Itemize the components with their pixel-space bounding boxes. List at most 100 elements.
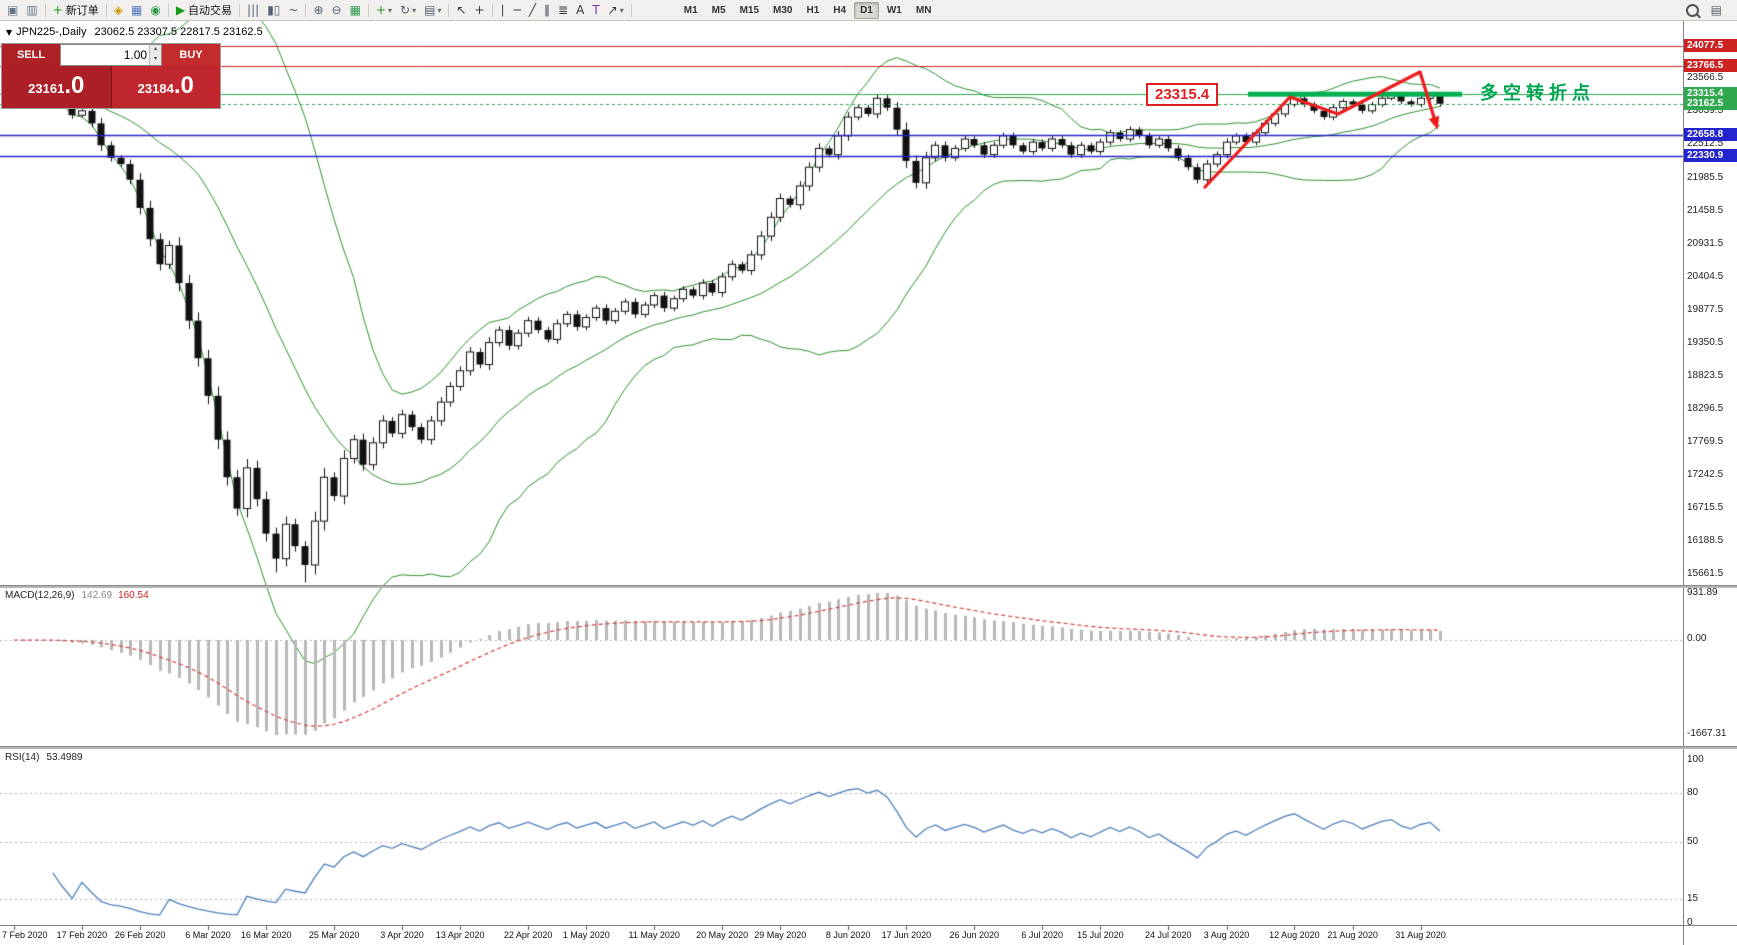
macd-axis-label: -1667.31 — [1687, 728, 1727, 739]
arrows-button[interactable]: ↗ ▾ — [605, 2, 627, 19]
macd-panel-splitter[interactable] — [0, 585, 1737, 588]
zoom-in-button[interactable]: ⊕ — [310, 2, 326, 19]
trendline-button[interactable]: ╱ — [526, 2, 539, 19]
price-axis-label: 20931.5 — [1687, 237, 1724, 249]
price-axis-label: 21458.5 — [1687, 204, 1724, 216]
toolbar-separator — [105, 3, 107, 17]
date-axis-label: 26 Jun 2020 — [949, 930, 1000, 940]
trade-panel-price-row: 23161.0 23184.0 — [2, 66, 220, 108]
one-click-trade-panel: SELL ▴ ▾ BUY 23161.0 23184.0 — [2, 44, 220, 108]
date-axis-label: 17 Jun 2020 — [881, 930, 932, 940]
channel-button[interactable]: ∥ — [541, 2, 553, 19]
zoom-out-button[interactable]: ⊖ — [329, 2, 345, 19]
date-axis-label: 6 Jul 2020 — [1021, 930, 1063, 940]
rsi-axis-label: 50 — [1687, 835, 1699, 847]
horizontal-line-button[interactable]: ─ — [511, 2, 524, 19]
buy-price-button[interactable]: 23184.0 — [111, 66, 220, 108]
buy-price-main: 23184 — [137, 81, 174, 96]
profiles-button[interactable]: ▥ — [23, 2, 40, 19]
date-axis-label: 31 Aug 2020 — [1395, 930, 1446, 940]
date-axis-label: 25 Mar 2020 — [308, 930, 360, 940]
rsi-value: 53.4989 — [46, 752, 83, 763]
timeframe-mn-button[interactable]: MN — [915, 4, 932, 16]
date-axis-label: 3 Apr 2020 — [380, 930, 424, 940]
search-button[interactable] — [1683, 2, 1706, 19]
buy-button[interactable]: BUY — [162, 44, 220, 66]
timeframe-d1-button[interactable]: D1 — [854, 1, 879, 19]
price-axis-label: 23566.5 — [1687, 72, 1724, 84]
templates-button[interactable]: ▤ ▾ — [421, 2, 444, 19]
line-chart-mode-button[interactable]: ~ — [285, 2, 301, 19]
crosshair-icon: + — [474, 2, 485, 17]
data-window-button[interactable]: ▦ — [128, 2, 145, 19]
indicators-button-dropdown-arrow[interactable]: ▾ — [388, 5, 393, 15]
sell-price-button[interactable]: 23161.0 — [2, 66, 111, 108]
mql5-icon: ◈ — [113, 2, 123, 17]
date-axis-label: 7 Feb 2020 — [2, 930, 48, 940]
timeframe-m30-button[interactable]: M30 — [773, 4, 793, 16]
arrows-icon: ↗ — [607, 2, 618, 17]
new-chart-icon: ▣ — [7, 2, 19, 17]
tile-windows-button[interactable]: ▦ — [347, 2, 364, 19]
strategy-tester-button[interactable]: ◉ — [147, 2, 163, 19]
price-axis-label: 15661.5 — [1687, 567, 1724, 579]
indicators-button[interactable]: + ▾ — [373, 2, 395, 19]
candlestick-mode-button[interactable]: ▮▯ — [264, 2, 283, 19]
cursor-button[interactable]: ↖ — [453, 2, 469, 19]
text-icon: A — [576, 2, 585, 17]
rsi-axis-label: 80 — [1687, 786, 1699, 798]
new-order-button[interactable]: + 新订单 — [50, 2, 102, 19]
new-order-button-label: 新订单 — [65, 5, 99, 17]
new-chart-button[interactable]: ▣ — [4, 2, 21, 19]
price-level-badge: 23162.5 — [1684, 96, 1737, 110]
volume-input[interactable] — [61, 45, 150, 65]
date-axis-label: 3 Aug 2020 — [1203, 930, 1250, 940]
vertical-line-button[interactable]: ∣ — [497, 2, 509, 19]
cycles-button-dropdown-arrow[interactable]: ▾ — [412, 5, 417, 15]
autotrade-button-label: 自动交易 — [188, 5, 233, 17]
window-list-button[interactable]: ▤ — [1708, 2, 1725, 19]
rsi-panel-splitter[interactable] — [0, 746, 1737, 749]
timeframe-h1-button[interactable]: H1 — [806, 4, 820, 16]
sell-button[interactable]: SELL — [2, 44, 60, 66]
window-list-icon: ▤ — [1710, 2, 1722, 17]
quick-trade-expand-arrow[interactable]: ▼ — [6, 28, 13, 37]
text-label-button[interactable]: T — [589, 2, 602, 19]
price-axis-label: 18296.5 — [1687, 402, 1724, 414]
timeframe-h4-button[interactable]: H4 — [833, 4, 847, 16]
crosshair-button[interactable]: + — [472, 2, 488, 19]
cursor-icon: ↖ — [456, 2, 467, 17]
templates-button-dropdown-arrow[interactable]: ▾ — [437, 5, 442, 15]
toolbar-separator — [491, 3, 493, 17]
toolbar-separator — [630, 3, 632, 17]
volume-spinner: ▴ ▾ — [149, 45, 161, 65]
main-toolbar: ▣ ▥ + 新订单 ◈ ▦ ◉ ▶ 自动交易 ||| ▮▯ ~ ⊕ ⊖ ▦ + ▾ ↻ ▾ ▤ ▾ ↖ + ∣ ─ ╱ ∥ ≣ A T ↗ ▾… — [0, 0, 1737, 21]
volume-decrease-button[interactable]: ▾ — [150, 55, 161, 65]
timeframe-m1-button[interactable]: M1 — [683, 4, 698, 16]
mql5-button[interactable]: ◈ — [111, 2, 126, 19]
cycles-button[interactable]: ↻ ▾ — [397, 2, 419, 19]
data-window-icon: ▦ — [130, 2, 143, 17]
arrows-button-dropdown-arrow[interactable]: ▾ — [619, 5, 624, 15]
vertical-line-icon: ∣ — [499, 2, 506, 17]
volume-increase-button[interactable]: ▴ — [150, 45, 161, 55]
autotrade-button[interactable]: ▶ 自动交易 — [173, 2, 235, 19]
rsi-name: RSI(14) — [5, 752, 40, 763]
timeframe-w1-button[interactable]: W1 — [886, 4, 902, 16]
price-axis-label: 18823.5 — [1687, 369, 1724, 381]
turning-point-note: 多空转折点 — [1480, 83, 1595, 103]
rsi-axis-label: 100 — [1687, 754, 1704, 765]
date-axis-label: 6 Mar 2020 — [185, 930, 231, 940]
date-axis-label: 13 Apr 2020 — [435, 930, 485, 940]
bar-chart-mode-button[interactable]: ||| — [244, 2, 262, 19]
price-level-badge: 23766.5 — [1684, 58, 1737, 72]
text-button[interactable]: A — [573, 2, 587, 19]
timeframe-m15-button[interactable]: M15 — [739, 4, 760, 16]
macd-axis-label: 0.00 — [1687, 633, 1707, 644]
macd-axis-label: 931.89 — [1687, 587, 1718, 598]
toolbar-separator — [305, 3, 307, 17]
timeframe-m5-button[interactable]: M5 — [711, 4, 726, 16]
fibonacci-button[interactable]: ≣ — [555, 2, 571, 19]
price-level-badge: 22330.9 — [1684, 148, 1737, 162]
